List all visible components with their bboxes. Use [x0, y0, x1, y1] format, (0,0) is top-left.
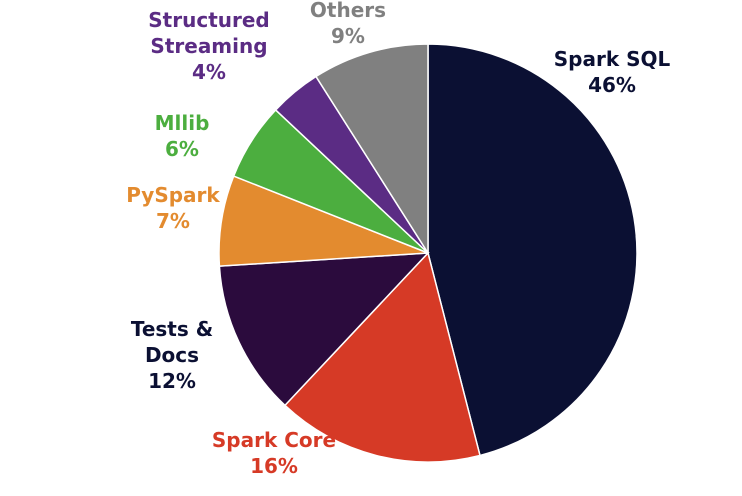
slice-label-tests-docs: Tests & Docs	[131, 317, 213, 367]
slice-value-spark-core: 16%	[250, 454, 298, 478]
slice-value-tests-docs: 12%	[148, 369, 196, 393]
slice-label-mllib: Mllib	[155, 111, 210, 135]
pie-slice-tests-docs	[218, 252, 430, 407]
slice-value-mllib: 6%	[165, 137, 199, 161]
pie-slice-spark-core	[283, 251, 481, 463]
slice-label-pyspark: PySpark	[126, 183, 220, 207]
slice-value-others: 9%	[331, 24, 365, 48]
slice-value-structured-streaming: 4%	[192, 60, 226, 84]
pie-slice-others	[314, 43, 429, 256]
slice-label-structured-streaming: Structured Streaming	[148, 8, 269, 58]
slice-label-others: Others	[310, 0, 386, 22]
slice-label-spark-core: Spark Core	[212, 428, 336, 452]
slice-value-spark-sql: 46%	[588, 73, 636, 97]
pie-slice-spark-sql	[427, 43, 638, 457]
slice-value-pyspark: 7%	[156, 209, 190, 233]
slice-label-spark-sql: Spark SQL	[554, 47, 671, 71]
pie-slices	[218, 43, 638, 463]
